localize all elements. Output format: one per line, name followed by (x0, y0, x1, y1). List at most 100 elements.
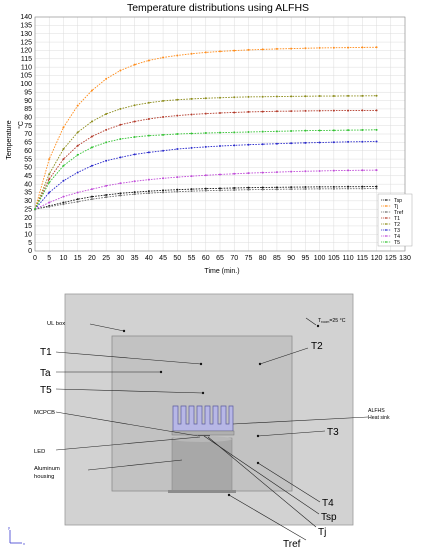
x-tick-label: 35 (131, 255, 139, 262)
point-t1 (332, 109, 335, 112)
point-t2 (361, 94, 364, 97)
tsp-label: Tsp (321, 512, 337, 523)
point-t1 (48, 178, 51, 181)
point-t2 (147, 101, 150, 104)
x-tick-label: 100 (314, 255, 326, 262)
point-t1 (318, 109, 321, 112)
point-t5 (361, 128, 364, 131)
point-t1 (233, 111, 236, 114)
housing-top (172, 436, 232, 442)
x-tick-label: 50 (173, 255, 181, 262)
point-tsp (176, 188, 179, 191)
point-t4 (147, 178, 150, 181)
tj-label: Tj (318, 527, 326, 538)
point-t4 (48, 201, 51, 204)
point-t5 (76, 153, 79, 156)
t2-label: T2 (311, 341, 323, 352)
point-tref (332, 187, 335, 190)
x-tick-label: 5 (47, 255, 51, 262)
x-tick-label: 15 (74, 255, 82, 262)
point-t4 (190, 175, 193, 178)
point-t2 (48, 173, 51, 176)
y-tick-label: 115 (21, 56, 32, 63)
point-t2 (290, 95, 293, 98)
point-tref (275, 188, 278, 191)
point-t4 (318, 169, 321, 172)
y-tick-label: 25 (24, 206, 32, 213)
point-tref (247, 188, 250, 191)
x-tick-label: 115 (357, 255, 368, 262)
y-tick-label: 30 (24, 198, 32, 205)
point-tref (219, 189, 221, 192)
point-t2 (90, 120, 93, 123)
legend-marker-tj (385, 205, 387, 207)
point-t5 (275, 130, 278, 133)
y-tick-label: 20 (24, 215, 32, 222)
point-tref (133, 193, 136, 196)
legend-label-tsp: Tsp (394, 198, 402, 204)
point-tj (375, 46, 378, 49)
point-t2 (204, 97, 207, 100)
point-t4 (105, 184, 108, 187)
point-tj (318, 46, 321, 49)
legend-marker-t2 (385, 223, 387, 225)
x-tick-label: 20 (88, 255, 96, 262)
point-tref (105, 196, 108, 199)
point-t3 (290, 142, 293, 145)
point-tj (247, 48, 250, 51)
x-tick-label: 60 (202, 255, 210, 262)
point-tj (90, 89, 93, 92)
point-t3 (375, 140, 378, 143)
point-t4 (332, 169, 335, 172)
point-t3 (233, 144, 236, 147)
y-tick-label: 65 (24, 140, 32, 147)
point-t4 (261, 171, 264, 174)
point-t3 (261, 143, 264, 146)
point-t5 (233, 131, 236, 134)
aluminum-housing (171, 437, 233, 492)
y-tick-label: 140 (20, 14, 32, 21)
point-t3 (304, 141, 307, 144)
point-t2 (76, 131, 79, 134)
point-t4 (375, 169, 378, 172)
point-t5 (247, 130, 250, 133)
point-tj (275, 47, 278, 50)
point-t2 (62, 148, 65, 151)
x-tick-label: 0 (33, 255, 37, 262)
legend-marker-t4 (385, 235, 387, 237)
point-t3 (62, 179, 65, 182)
point-t1 (361, 109, 364, 112)
x-tick-label: 120 (371, 255, 383, 262)
point-t1 (247, 110, 250, 113)
y-tick-label: 120 (20, 48, 32, 55)
point-tsp (304, 185, 307, 188)
point-t1 (375, 109, 378, 112)
point-tj (233, 49, 236, 52)
point-tsp (247, 186, 250, 189)
y-tick-label: 70 (24, 131, 32, 138)
t1-label: T1 (40, 347, 52, 358)
y-tick-labels: 0510152025303540455055606570758085909510… (20, 14, 32, 255)
point-t2 (119, 107, 122, 110)
t4-label: T4 (322, 498, 334, 509)
point-tsp (275, 186, 278, 189)
y-tick-label: 45 (24, 173, 32, 180)
point-t2 (176, 98, 179, 101)
point-tref (162, 191, 165, 194)
point-t4 (247, 172, 250, 175)
point-tj (119, 69, 122, 72)
legend-marker-t5 (385, 241, 387, 243)
room-temp-label: Troom=25 °C (318, 318, 346, 324)
point-t1 (162, 115, 165, 118)
point-t2 (105, 112, 108, 115)
x-tick-label: 45 (159, 255, 167, 262)
x-tick-label: 70 (230, 255, 238, 262)
leader-lines (55, 317, 369, 541)
point-t5 (290, 129, 293, 132)
point-tsp (261, 186, 264, 189)
point-tj (133, 63, 136, 66)
legend-label-t1: T1 (394, 216, 400, 222)
point-t3 (48, 191, 51, 194)
y-tick-label: 0 (28, 248, 32, 255)
